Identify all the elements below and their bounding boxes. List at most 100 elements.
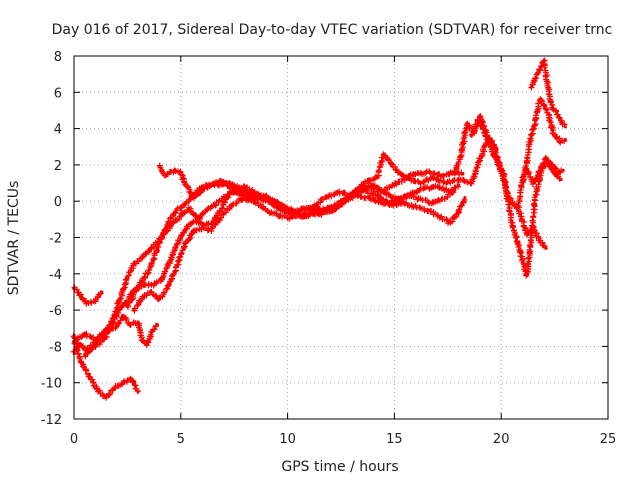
data-point: [559, 177, 563, 182]
y-tick-label: 8: [54, 50, 62, 65]
data-point: [405, 194, 409, 198]
data-point: [559, 119, 563, 123]
data-point: [529, 134, 533, 138]
data-point: [243, 185, 247, 189]
data-point: [140, 295, 144, 299]
data-point: [525, 159, 529, 163]
data-point: [132, 263, 136, 267]
data-point: [136, 390, 140, 394]
data-point: [561, 168, 565, 172]
data-point: [529, 239, 533, 243]
data-point: [134, 288, 138, 292]
data-point: [550, 128, 555, 133]
data-point: [104, 335, 108, 339]
data-point: [414, 172, 418, 176]
data-point: [217, 179, 221, 183]
data-point: [159, 277, 164, 281]
data-point: [510, 221, 514, 225]
data-point: [93, 344, 97, 348]
data-point: [179, 214, 183, 218]
data-point: [555, 136, 559, 140]
data-point: [83, 353, 87, 358]
axis-ticks: 0 5 10 15 20 25 -12 -10 -8 -6 -4 -2 0 2 4 6 8: [41, 50, 617, 447]
data-point: [83, 332, 87, 336]
data-point: [211, 221, 215, 225]
data-point: [518, 212, 523, 216]
data-point: [461, 172, 465, 176]
data-point: [177, 239, 181, 243]
data-point: [555, 110, 559, 114]
data-point: [200, 188, 204, 192]
data-point: [439, 174, 443, 178]
data-point: [121, 381, 125, 385]
data-point: [157, 165, 162, 169]
data-point: [533, 194, 537, 198]
data-point: [557, 170, 561, 174]
data-point: [392, 199, 396, 203]
data-point: [87, 373, 91, 378]
data-point: [484, 134, 488, 138]
data-point: [375, 194, 379, 198]
plot-frame: [73, 55, 609, 420]
x-tick-label: 15: [386, 432, 403, 447]
data-point: [183, 181, 187, 185]
y-tick-label: -2: [49, 232, 62, 247]
data-point: [202, 223, 206, 227]
data-point: [478, 114, 482, 118]
y-axis-label: SDTVAR / TECUs: [6, 181, 22, 296]
data-point: [115, 324, 119, 329]
data-point: [219, 206, 223, 211]
y-tick-label: 4: [54, 123, 62, 138]
data-point: [95, 388, 100, 392]
data-point: [503, 185, 508, 189]
data-point: [174, 208, 179, 212]
data-point: [379, 201, 384, 205]
data-point: [538, 239, 542, 243]
data-point: [401, 201, 405, 205]
data-point: [544, 156, 548, 160]
data-point: [93, 339, 97, 343]
data-point: [125, 304, 129, 309]
data-point: [157, 241, 162, 245]
data-point: [315, 212, 320, 216]
data-point: [456, 183, 461, 187]
data-point: [183, 243, 187, 247]
data-point: [286, 210, 290, 214]
data-point: [185, 225, 189, 229]
data-point: [337, 190, 341, 194]
series-track-13: [515, 154, 565, 211]
data-point: [516, 243, 520, 247]
data-point: [533, 119, 537, 123]
data-point: [119, 295, 123, 299]
data-point: [341, 199, 345, 203]
data-point: [431, 201, 435, 205]
data-point: [151, 328, 155, 332]
data-point: [78, 359, 83, 363]
data-point: [140, 279, 144, 283]
y-tick-label: -8: [49, 340, 62, 355]
x-axis-label: GPS time / hours: [281, 459, 398, 475]
data-point: [213, 203, 217, 207]
data-point: [151, 283, 155, 287]
data-point: [149, 290, 153, 294]
data-point: [209, 183, 213, 187]
data-point: [140, 337, 144, 341]
data-point: [234, 190, 238, 194]
data-point: [563, 137, 567, 142]
data-point: [324, 195, 328, 200]
data-point: [538, 97, 542, 102]
data-point: [251, 199, 256, 203]
data-point: [456, 210, 461, 214]
series-markers: [82, 134, 499, 360]
data-point: [149, 246, 153, 250]
x-tick-label: 5: [177, 432, 185, 447]
data-point: [478, 157, 482, 162]
data-point: [127, 323, 132, 327]
data-point: [157, 297, 162, 301]
data-point: [209, 228, 213, 232]
data-point: [277, 214, 281, 218]
data-point: [553, 172, 557, 176]
data-point: [546, 112, 550, 116]
data-point: [459, 154, 463, 158]
